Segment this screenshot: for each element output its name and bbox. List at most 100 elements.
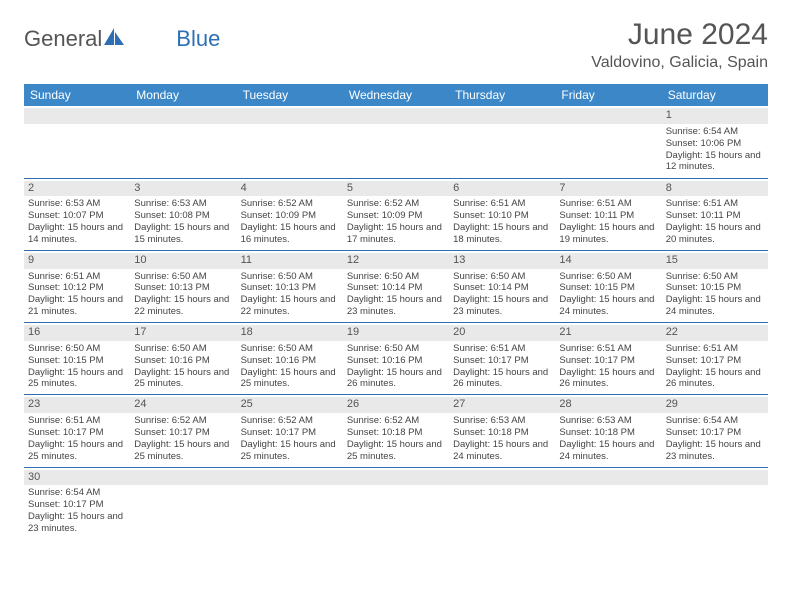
- sunrise-line: Sunrise: 6:52 AM: [241, 415, 339, 427]
- sunset-line: Sunset: 10:12 PM: [28, 282, 126, 294]
- day-number: 19: [343, 325, 449, 341]
- sunrise-line: Sunrise: 6:53 AM: [559, 415, 657, 427]
- day-header: Wednesday: [343, 84, 449, 106]
- daylight-line: Daylight: 15 hours and 24 minutes.: [559, 294, 657, 318]
- sunset-line: Sunset: 10:15 PM: [28, 355, 126, 367]
- sunset-line: Sunset: 10:17 PM: [241, 427, 339, 439]
- day-cell: 5Sunrise: 6:52 AMSunset: 10:09 PMDayligh…: [343, 178, 449, 250]
- sunrise-line: Sunrise: 6:53 AM: [28, 198, 126, 210]
- day-cell: 24Sunrise: 6:52 AMSunset: 10:17 PMDaylig…: [130, 395, 236, 467]
- day-number: 2: [24, 181, 130, 197]
- sunrise-line: Sunrise: 6:53 AM: [453, 415, 551, 427]
- daylight-line: Daylight: 15 hours and 23 minutes.: [347, 294, 445, 318]
- day-number: 4: [237, 181, 343, 197]
- day-cell: 10Sunrise: 6:50 AMSunset: 10:13 PMDaylig…: [130, 250, 236, 322]
- sunset-line: Sunset: 10:08 PM: [134, 210, 232, 222]
- sunset-line: Sunset: 10:11 PM: [559, 210, 657, 222]
- brand-part1: General: [24, 26, 102, 52]
- sunset-line: Sunset: 10:15 PM: [666, 282, 764, 294]
- empty-cell: [343, 467, 449, 539]
- day-number: 7: [555, 181, 661, 197]
- day-cell: 6Sunrise: 6:51 AMSunset: 10:10 PMDayligh…: [449, 178, 555, 250]
- day-cell: 12Sunrise: 6:50 AMSunset: 10:14 PMDaylig…: [343, 250, 449, 322]
- title-block: June 2024 Valdovino, Galicia, Spain: [591, 18, 768, 72]
- sunrise-line: Sunrise: 6:51 AM: [666, 198, 764, 210]
- day-header: Friday: [555, 84, 661, 106]
- sunrise-line: Sunrise: 6:51 AM: [559, 198, 657, 210]
- daylight-line: Daylight: 15 hours and 26 minutes.: [453, 367, 551, 391]
- day-cell: 13Sunrise: 6:50 AMSunset: 10:14 PMDaylig…: [449, 250, 555, 322]
- day-cell: 2Sunrise: 6:53 AMSunset: 10:07 PMDayligh…: [24, 178, 130, 250]
- empty-cell: [449, 467, 555, 539]
- daylight-line: Daylight: 15 hours and 26 minutes.: [666, 367, 764, 391]
- sunset-line: Sunset: 10:17 PM: [28, 499, 126, 511]
- daylight-line: Daylight: 15 hours and 25 minutes.: [347, 439, 445, 463]
- sunrise-line: Sunrise: 6:50 AM: [134, 343, 232, 355]
- daylight-line: Daylight: 15 hours and 26 minutes.: [347, 367, 445, 391]
- day-number: 29: [662, 397, 768, 413]
- day-number: 28: [555, 397, 661, 413]
- day-number: 20: [449, 325, 555, 341]
- day-number-bar: [130, 108, 236, 124]
- sunrise-line: Sunrise: 6:51 AM: [453, 198, 551, 210]
- sunrise-line: Sunrise: 6:52 AM: [347, 198, 445, 210]
- sunset-line: Sunset: 10:17 PM: [666, 355, 764, 367]
- sunrise-line: Sunrise: 6:50 AM: [347, 271, 445, 283]
- sunrise-line: Sunrise: 6:51 AM: [28, 415, 126, 427]
- sunrise-line: Sunrise: 6:54 AM: [666, 415, 764, 427]
- sunrise-line: Sunrise: 6:53 AM: [134, 198, 232, 210]
- daylight-line: Daylight: 15 hours and 25 minutes.: [134, 439, 232, 463]
- day-number-bar: [555, 470, 661, 486]
- day-number: 16: [24, 325, 130, 341]
- empty-cell: [555, 106, 661, 178]
- empty-cell: [130, 467, 236, 539]
- empty-cell: [237, 467, 343, 539]
- sunset-line: Sunset: 10:16 PM: [241, 355, 339, 367]
- sunset-line: Sunset: 10:16 PM: [134, 355, 232, 367]
- sunset-line: Sunset: 10:14 PM: [347, 282, 445, 294]
- day-number: 3: [130, 181, 236, 197]
- day-cell: 17Sunrise: 6:50 AMSunset: 10:16 PMDaylig…: [130, 323, 236, 395]
- sunrise-line: Sunrise: 6:50 AM: [134, 271, 232, 283]
- day-number-bar: [24, 108, 130, 124]
- day-number-bar: [237, 470, 343, 486]
- day-number-bar: [130, 470, 236, 486]
- sunrise-line: Sunrise: 6:52 AM: [241, 198, 339, 210]
- day-cell: 9Sunrise: 6:51 AMSunset: 10:12 PMDayligh…: [24, 250, 130, 322]
- calendar-table: SundayMondayTuesdayWednesdayThursdayFrid…: [24, 84, 768, 539]
- sunset-line: Sunset: 10:10 PM: [453, 210, 551, 222]
- day-cell: 26Sunrise: 6:52 AMSunset: 10:18 PMDaylig…: [343, 395, 449, 467]
- sunset-line: Sunset: 10:17 PM: [134, 427, 232, 439]
- day-header-row: SundayMondayTuesdayWednesdayThursdayFrid…: [24, 84, 768, 106]
- daylight-line: Daylight: 15 hours and 22 minutes.: [241, 294, 339, 318]
- day-header: Sunday: [24, 84, 130, 106]
- day-cell: 21Sunrise: 6:51 AMSunset: 10:17 PMDaylig…: [555, 323, 661, 395]
- sunrise-line: Sunrise: 6:50 AM: [28, 343, 126, 355]
- day-header: Saturday: [662, 84, 768, 106]
- sunset-line: Sunset: 10:13 PM: [134, 282, 232, 294]
- sunrise-line: Sunrise: 6:50 AM: [347, 343, 445, 355]
- day-cell: 19Sunrise: 6:50 AMSunset: 10:16 PMDaylig…: [343, 323, 449, 395]
- day-header: Tuesday: [237, 84, 343, 106]
- day-number-bar: [449, 470, 555, 486]
- daylight-line: Daylight: 15 hours and 14 minutes.: [28, 222, 126, 246]
- sunset-line: Sunset: 10:18 PM: [347, 427, 445, 439]
- empty-cell: [237, 106, 343, 178]
- day-cell: 27Sunrise: 6:53 AMSunset: 10:18 PMDaylig…: [449, 395, 555, 467]
- day-cell: 11Sunrise: 6:50 AMSunset: 10:13 PMDaylig…: [237, 250, 343, 322]
- daylight-line: Daylight: 15 hours and 16 minutes.: [241, 222, 339, 246]
- day-cell: 4Sunrise: 6:52 AMSunset: 10:09 PMDayligh…: [237, 178, 343, 250]
- month-title: June 2024: [591, 18, 768, 52]
- header: GeneralBlue June 2024 Valdovino, Galicia…: [24, 18, 768, 72]
- daylight-line: Daylight: 15 hours and 24 minutes.: [453, 439, 551, 463]
- sunrise-line: Sunrise: 6:51 AM: [666, 343, 764, 355]
- sunset-line: Sunset: 10:09 PM: [347, 210, 445, 222]
- sunset-line: Sunset: 10:06 PM: [666, 138, 764, 150]
- day-number: 13: [449, 253, 555, 269]
- day-cell: 14Sunrise: 6:50 AMSunset: 10:15 PMDaylig…: [555, 250, 661, 322]
- day-cell: 8Sunrise: 6:51 AMSunset: 10:11 PMDayligh…: [662, 178, 768, 250]
- sunset-line: Sunset: 10:17 PM: [453, 355, 551, 367]
- sunrise-line: Sunrise: 6:52 AM: [134, 415, 232, 427]
- day-cell: 30Sunrise: 6:54 AMSunset: 10:17 PMDaylig…: [24, 467, 130, 539]
- daylight-line: Daylight: 15 hours and 25 minutes.: [28, 439, 126, 463]
